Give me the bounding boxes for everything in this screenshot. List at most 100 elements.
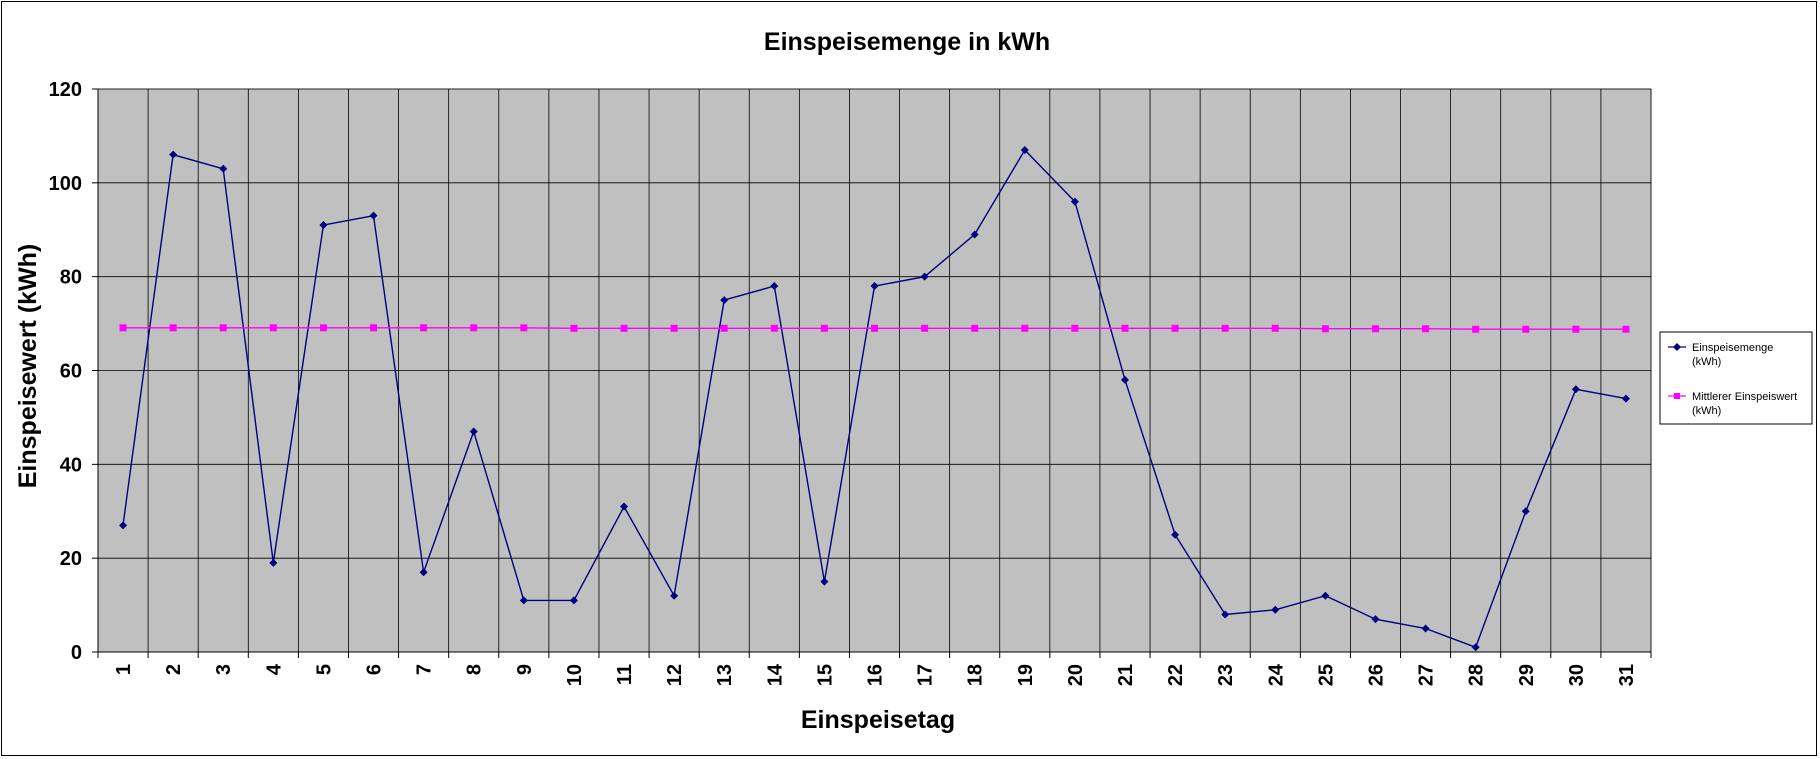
data-point-marker (971, 324, 979, 332)
data-point-marker (620, 324, 628, 332)
y-tick-label: 120 (49, 79, 82, 101)
data-point-marker (870, 282, 879, 291)
x-tick-label: 17 (915, 664, 937, 686)
x-tick-label: 31 (1616, 664, 1638, 686)
data-point-marker (1271, 324, 1279, 332)
x-tick-label: 16 (865, 664, 887, 686)
x-tick-label: 27 (1416, 664, 1438, 686)
data-point-marker (1271, 605, 1280, 614)
x-tick-label: 23 (1215, 664, 1237, 686)
x-axis-ticks: 1 2 3 4 5 6 7 8 9 10 11 12 13 14 15 16 17 18 19 20 21 22 23 24 2… (97, 652, 1652, 686)
data-point-marker (269, 558, 278, 567)
data-point-marker (871, 324, 878, 332)
data-point-marker (569, 596, 578, 605)
data-point-marker (1371, 615, 1380, 624)
data-point-marker (419, 568, 428, 577)
data-point-marker (1321, 591, 1330, 600)
data-point-marker (770, 324, 778, 332)
y-tick-label: 100 (49, 173, 82, 195)
x-tick-label: 11 (614, 664, 636, 685)
data-point-marker (720, 296, 729, 305)
x-tick-label: 20 (1065, 664, 1087, 686)
legend-label-einspeisemenge-line2: (kWh) (1692, 356, 1721, 368)
x-axis-label: Einspeisetag (801, 706, 955, 734)
x-tick-label: 9 (514, 664, 536, 675)
y-tick-label: 0 (71, 642, 82, 664)
x-tick-label: 10 (564, 664, 586, 686)
data-point-marker (219, 324, 227, 332)
x-tick-label: 29 (1516, 664, 1538, 686)
data-point-marker (1521, 507, 1530, 516)
y-tick-label: 80 (60, 267, 82, 289)
series-einspeisemenge (119, 145, 1630, 652)
y-axis-ticks: 0 20 40 60 80 100 120 (49, 79, 98, 664)
x-tick-label: 21 (1115, 664, 1137, 686)
legend-label-einspeisemenge-line1: Einspeisemenge (1692, 342, 1773, 354)
data-point-marker (1070, 197, 1079, 206)
data-point-marker (1421, 624, 1430, 633)
x-tick-label: 7 (414, 664, 436, 675)
x-tick-label: 14 (764, 663, 786, 686)
data-point-marker (670, 324, 678, 332)
data-point-marker (219, 164, 228, 173)
grid-lines (97, 88, 1652, 653)
x-tick-label: 15 (814, 664, 836, 686)
x-tick-label: 24 (1265, 663, 1287, 686)
series-layer (119, 145, 1630, 652)
data-point-marker (720, 324, 728, 332)
legend-marker-mittlerer (1674, 393, 1680, 399)
x-tick-label: 13 (714, 664, 736, 686)
data-point-marker (770, 282, 779, 291)
data-point-marker (420, 324, 428, 332)
x-tick-label: 12 (664, 664, 686, 686)
data-point-marker (1171, 530, 1180, 539)
data-point-marker (169, 150, 178, 159)
data-point-marker (169, 324, 177, 332)
data-point-marker (920, 272, 929, 281)
data-point-marker (319, 221, 328, 230)
data-point-marker (970, 230, 979, 239)
data-point-marker (119, 521, 128, 530)
data-point-marker (1472, 325, 1480, 333)
y-axis-label: Einspeisewert (kWh) (14, 244, 42, 489)
legend-label-mittlerer-line1: Mittlerer Einspeiswert (1692, 391, 1797, 403)
data-point-marker (469, 427, 478, 436)
x-tick-label: 5 (313, 664, 335, 675)
data-point-marker (670, 591, 679, 600)
data-point-marker (1171, 324, 1179, 332)
data-point-marker (921, 324, 929, 332)
data-point-marker (1020, 145, 1029, 154)
x-tick-label: 22 (1165, 664, 1187, 686)
data-point-marker (1571, 385, 1580, 394)
chart-title: Einspeisemenge in kWh (764, 28, 1050, 56)
data-point-marker (1071, 324, 1079, 332)
data-point-marker (1221, 610, 1230, 619)
data-point-marker (1572, 325, 1580, 333)
y-tick-label: 40 (60, 454, 82, 476)
data-point-marker (1021, 324, 1029, 332)
data-point-marker (1622, 325, 1630, 333)
x-tick-label: 18 (965, 664, 987, 686)
legend: Einspeisemenge (kWh) Mittlerer Einspeisw… (1659, 331, 1813, 425)
data-point-marker (1522, 325, 1530, 333)
data-point-marker (319, 324, 327, 332)
data-point-marker (820, 577, 829, 586)
x-tick-label: 8 (464, 664, 486, 675)
series-mittlerer-einspeiswert (119, 324, 1630, 333)
data-point-marker (1321, 325, 1329, 333)
data-point-marker (369, 211, 378, 220)
data-point-marker (119, 324, 127, 332)
data-point-marker (1371, 325, 1379, 333)
data-point-marker (520, 324, 528, 332)
x-tick-label: 6 (364, 664, 386, 675)
data-point-marker (1221, 324, 1229, 332)
data-point-marker (1422, 325, 1430, 333)
legend-label-mittlerer-line2: (kWh) (1692, 405, 1721, 417)
data-point-marker (470, 324, 478, 332)
data-point-marker (519, 596, 528, 605)
x-tick-label: 4 (263, 663, 285, 675)
legend-marker-einspeisemenge (1673, 343, 1681, 351)
x-tick-label: 2 (163, 664, 185, 675)
x-tick-label: 19 (1015, 664, 1037, 686)
